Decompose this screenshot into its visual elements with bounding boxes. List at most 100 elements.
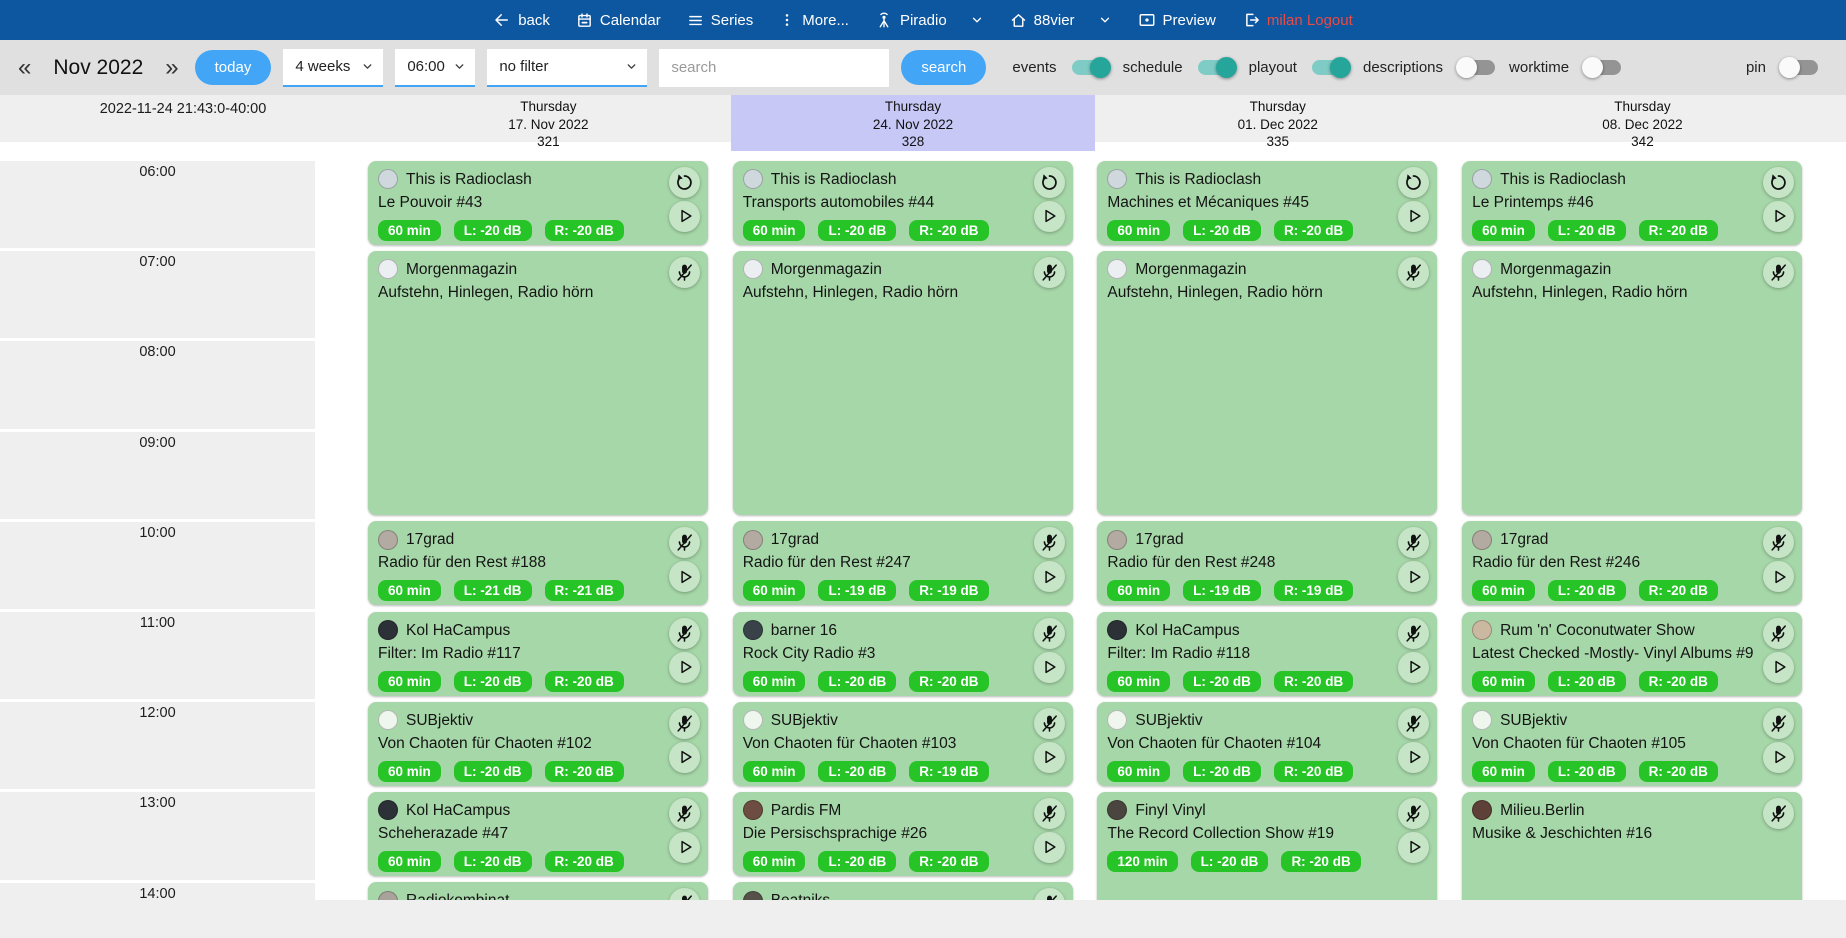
- event-card[interactable]: Morgenmagazin Aufstehn, Hinlegen, Radio h…: [1462, 250, 1803, 516]
- event-scroll-area[interactable]: This is Radioclash Le Pouvoir #43 60 min L:…: [0, 95, 1846, 900]
- event-card[interactable]: Radiokombinat: [368, 882, 708, 900]
- micoff-button[interactable]: [669, 617, 700, 649]
- micoff-button[interactable]: [1398, 617, 1430, 649]
- event-card[interactable]: Rum 'n' Coconutwater Show Latest Checked …: [1462, 611, 1803, 696]
- day-header-17-nov-2022[interactable]: Thursday 17. Nov 2022 321: [366, 95, 731, 151]
- play-button[interactable]: [1033, 741, 1065, 773]
- play-button[interactable]: [669, 561, 700, 593]
- pin-toggle[interactable]: [1779, 57, 1818, 78]
- play-button[interactable]: [1398, 561, 1430, 593]
- play-button[interactable]: [669, 200, 700, 232]
- event-card[interactable]: barner 16 Rock City Radio #3 60 min L: -20 …: [732, 611, 1073, 696]
- micoff-button[interactable]: [1763, 617, 1795, 649]
- replay-button[interactable]: [1763, 166, 1795, 198]
- play-button[interactable]: [1033, 651, 1065, 683]
- search-input[interactable]: [659, 48, 890, 87]
- event-card[interactable]: SUBjektiv Von Chaoten für Chaoten #105 60 …: [1462, 701, 1803, 786]
- event-card[interactable]: This is Radioclash Le Printemps #46 60 min…: [1462, 160, 1803, 245]
- event-card[interactable]: This is Radioclash Machines et Mécaniques…: [1097, 160, 1438, 245]
- play-button[interactable]: [1763, 741, 1795, 773]
- event-card[interactable]: 17grad Radio für den Rest #247 60 min L: -1…: [732, 521, 1073, 606]
- micoff-button[interactable]: [1398, 707, 1430, 739]
- micoff-button[interactable]: [1763, 256, 1795, 288]
- playout-toggle[interactable]: [1311, 57, 1351, 78]
- nav-series[interactable]: Series: [687, 12, 753, 29]
- micoff-button[interactable]: [669, 797, 700, 829]
- micoff-button[interactable]: [1763, 707, 1795, 739]
- filter-select[interactable]: no filter: [487, 48, 648, 87]
- day-header-24-nov-2022[interactable]: Thursday 24. Nov 2022 328: [730, 95, 1096, 151]
- event-card[interactable]: 17grad Radio für den Rest #248 60 min L: -1…: [1097, 521, 1438, 606]
- micoff-button[interactable]: [1033, 888, 1065, 900]
- micoff-button[interactable]: [669, 527, 700, 559]
- range-select[interactable]: 4 weeks: [283, 48, 384, 87]
- event-card[interactable]: Morgenmagazin Aufstehn, Hinlegen, Radio h…: [368, 250, 708, 516]
- back-button[interactable]: back: [493, 11, 550, 29]
- event-card[interactable]: Morgenmagazin Aufstehn, Hinlegen, Radio h…: [732, 250, 1073, 516]
- search-button[interactable]: search: [901, 50, 987, 85]
- nav-calendar[interactable]: Calendar: [576, 12, 661, 29]
- start-time-select[interactable]: 06:00: [395, 48, 476, 87]
- day-header-01-dec-2022[interactable]: Thursday 01. Dec 2022 335: [1095, 95, 1460, 151]
- play-button[interactable]: [669, 741, 700, 773]
- micoff-button[interactable]: [1033, 617, 1065, 649]
- play-button[interactable]: [1763, 561, 1795, 593]
- micoff-button[interactable]: [1033, 797, 1065, 829]
- micoff-button[interactable]: [1033, 707, 1065, 739]
- day-header-08-dec-2022[interactable]: Thursday 08. Dec 2022 342: [1460, 95, 1825, 151]
- event-card[interactable]: Kol HaCampus Filter: Im Radio #117 60 min L…: [368, 611, 708, 696]
- prev-month-button[interactable]: «: [18, 53, 32, 81]
- play-button[interactable]: [1033, 831, 1065, 863]
- replay-button[interactable]: [669, 166, 700, 198]
- micoff-button[interactable]: [1398, 527, 1430, 559]
- event-card[interactable]: Beatniks: [732, 882, 1073, 900]
- nav-more[interactable]: More...: [779, 12, 849, 29]
- event-card[interactable]: SUBjektiv Von Chaoten für Chaoten #103 60 …: [732, 701, 1073, 786]
- events-toggle[interactable]: [1071, 57, 1111, 78]
- micoff-button[interactable]: [669, 707, 700, 739]
- nav-piradio[interactable]: Piradio: [875, 11, 984, 29]
- nav-station[interactable]: 88vier: [1010, 12, 1112, 29]
- event-card[interactable]: SUBjektiv Von Chaoten für Chaoten #102 60 …: [368, 701, 708, 786]
- event-card[interactable]: 17grad Radio für den Rest #246 60 min L: -2…: [1462, 521, 1803, 606]
- event-card[interactable]: This is Radioclash Transports automobiles…: [732, 160, 1073, 245]
- station-dropdown-caret[interactable]: [1098, 13, 1112, 27]
- micoff-button[interactable]: [1398, 256, 1430, 288]
- event-card[interactable]: Finyl Vinyl The Record Collection Show #1…: [1097, 791, 1438, 900]
- event-card[interactable]: SUBjektiv Von Chaoten für Chaoten #104 60 …: [1097, 701, 1438, 786]
- play-button[interactable]: [1033, 561, 1065, 593]
- descriptions-toggle[interactable]: [1456, 57, 1496, 78]
- play-button[interactable]: [1763, 651, 1795, 683]
- event-card[interactable]: This is Radioclash Le Pouvoir #43 60 min L:…: [368, 160, 708, 245]
- micoff-button[interactable]: [1763, 797, 1795, 829]
- play-button[interactable]: [1763, 200, 1795, 232]
- micoff-button[interactable]: [1763, 527, 1795, 559]
- worktime-toggle[interactable]: [1582, 57, 1622, 78]
- play-button[interactable]: [1398, 651, 1430, 683]
- logout-button[interactable]: milan Logout: [1242, 11, 1353, 29]
- piradio-dropdown-caret[interactable]: [970, 13, 984, 27]
- micoff-button[interactable]: [669, 888, 700, 900]
- event-card[interactable]: Kol HaCampus Filter: Im Radio #118 60 min L…: [1097, 611, 1438, 696]
- replay-button[interactable]: [1033, 166, 1065, 198]
- play-button[interactable]: [1398, 831, 1430, 863]
- micoff-button[interactable]: [1398, 797, 1430, 829]
- schedule-toggle[interactable]: [1197, 57, 1237, 78]
- play-button[interactable]: [669, 831, 700, 863]
- play-button[interactable]: [1398, 741, 1430, 773]
- next-month-button[interactable]: »: [165, 53, 179, 81]
- event-card[interactable]: Milieu.Berlin Musike & Jeschichten #16: [1462, 791, 1803, 900]
- play-button[interactable]: [669, 651, 700, 683]
- event-card[interactable]: Kol HaCampus Scheherazade #47 60 min L: -20…: [368, 791, 708, 877]
- micoff-button[interactable]: [1033, 527, 1065, 559]
- today-button[interactable]: today: [194, 50, 272, 85]
- event-card[interactable]: Pardis FM Die Persischsprachige #26 60 min…: [732, 791, 1073, 877]
- event-card[interactable]: 17grad Radio für den Rest #188 60 min L: -2…: [368, 521, 708, 606]
- play-button[interactable]: [1398, 200, 1430, 232]
- nav-preview[interactable]: Preview: [1138, 11, 1216, 29]
- event-card[interactable]: Morgenmagazin Aufstehn, Hinlegen, Radio h…: [1097, 250, 1438, 516]
- play-button[interactable]: [1033, 200, 1065, 232]
- replay-button[interactable]: [1398, 166, 1430, 198]
- micoff-button[interactable]: [669, 256, 700, 288]
- micoff-button[interactable]: [1033, 256, 1065, 288]
